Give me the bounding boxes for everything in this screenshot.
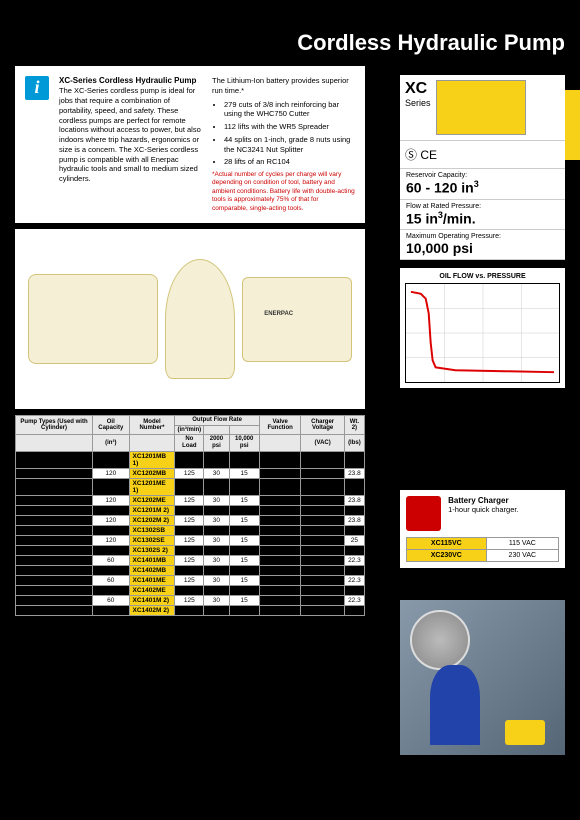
chart-title: OIL FLOW vs. PRESSURE — [405, 273, 560, 280]
diagram-top — [28, 274, 158, 364]
spec1-val: 60 - 120 in3 — [406, 179, 559, 196]
spec2-val: 15 in3/min. — [406, 210, 559, 227]
charger-title: Battery Charger — [448, 496, 508, 505]
diagram-side — [242, 277, 352, 362]
page-title: Cordless Hydraulic Pump — [15, 30, 565, 56]
info-body: The XC-Series cordless pump is ideal for… — [59, 86, 202, 184]
diagram-front — [165, 259, 235, 379]
series-title: XC — [405, 80, 431, 98]
info-box: i XC-Series Cordless Hydraulic Pump The … — [15, 66, 365, 223]
charger-desc: 1-hour quick charger. — [448, 505, 518, 514]
series-sub: Series — [405, 98, 431, 108]
spec3-val: 10,000 psi — [406, 240, 559, 256]
spec2-label: Flow at Rated Pressure: — [406, 203, 559, 210]
spec1-label: Reservoir Capacity: — [406, 172, 559, 179]
product-diagrams — [15, 229, 365, 409]
info-icon: i — [25, 76, 49, 100]
spec3-label: Maximum Operating Pressure: — [406, 233, 559, 240]
oil-flow-chart — [405, 283, 560, 383]
xc-panel: XC Series Ⓢ CE Reservoir Capacity: 60 - … — [400, 75, 565, 388]
info-heading: XC-Series Cordless Hydraulic Pump — [59, 76, 196, 85]
charger-image — [406, 496, 441, 531]
application-photo — [400, 600, 565, 755]
spec-table: Pump Types (Used with Cylinder) Oil Capa… — [15, 415, 365, 615]
charger-box: Battery Charger 1-hour quick charger. XC… — [400, 490, 565, 568]
cert-marks: Ⓢ CE — [400, 141, 565, 169]
info-battery: The Lithium-Ion battery provides superio… — [212, 76, 355, 96]
product-image — [436, 80, 526, 135]
info-disclaimer: *Actual number of cycles per charge will… — [212, 171, 355, 213]
info-bullets: 279 cuts of 3/8 inch reinforcing bar usi… — [212, 100, 355, 168]
